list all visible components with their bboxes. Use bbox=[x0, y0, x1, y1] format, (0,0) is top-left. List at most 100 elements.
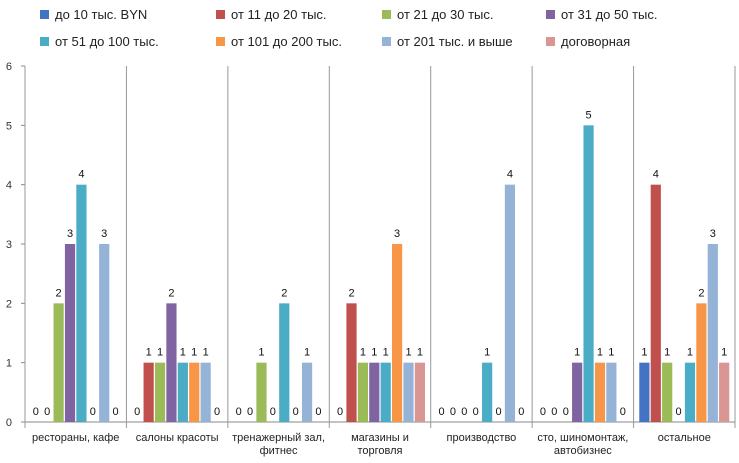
legend-entry: от 11 до 20 тыс. bbox=[216, 7, 327, 22]
legend-entry: договорная bbox=[546, 34, 630, 49]
data-label: 1 bbox=[360, 347, 366, 359]
bar bbox=[369, 362, 380, 422]
legend-label: от 201 тыс. и выше bbox=[397, 34, 513, 49]
data-label: 0 bbox=[563, 406, 569, 418]
data-label: 0 bbox=[438, 406, 444, 418]
data-label: 0 bbox=[450, 406, 456, 418]
bar bbox=[583, 125, 594, 422]
legend-entry: от 21 до 30 тыс. bbox=[382, 7, 494, 22]
data-label: 1 bbox=[484, 347, 490, 359]
data-label: 3 bbox=[710, 228, 716, 240]
bar bbox=[392, 244, 403, 422]
bar bbox=[662, 362, 673, 422]
bar bbox=[606, 362, 617, 422]
legend-entry: до 10 тыс. BYN bbox=[40, 7, 147, 22]
data-label: 1 bbox=[417, 347, 423, 359]
data-label: 4 bbox=[78, 169, 84, 181]
data-label: 1 bbox=[687, 347, 693, 359]
data-label: 2 bbox=[348, 287, 354, 299]
legend: до 10 тыс. BYN от 11 до 20 тыс. от 21 до 3… bbox=[40, 7, 658, 49]
bar bbox=[301, 362, 313, 422]
x-tick-label: магазины и bbox=[351, 432, 409, 444]
bar bbox=[200, 362, 211, 422]
data-label: 1 bbox=[157, 347, 163, 359]
data-label: 0 bbox=[473, 406, 479, 418]
y-tick-label: 4 bbox=[6, 180, 12, 192]
data-label: 0 bbox=[676, 406, 682, 418]
x-tick-label: остальное bbox=[658, 432, 711, 444]
data-label: 1 bbox=[180, 347, 186, 359]
data-label: 4 bbox=[653, 169, 659, 181]
x-tick-label: фитнес bbox=[260, 445, 298, 457]
data-label: 0 bbox=[44, 406, 50, 418]
data-label: 1 bbox=[641, 347, 647, 359]
bar bbox=[346, 303, 357, 422]
bar bbox=[572, 362, 583, 422]
data-label: 0 bbox=[518, 406, 524, 418]
bar bbox=[279, 303, 290, 422]
data-label: 5 bbox=[585, 109, 591, 121]
x-tick-label: салоны красоты bbox=[136, 432, 219, 444]
data-label: 2 bbox=[281, 287, 287, 299]
legend-entry: от 31 до 50 тыс. bbox=[546, 7, 658, 22]
data-label: 1 bbox=[203, 347, 209, 359]
bar bbox=[189, 362, 200, 422]
x-tick-label: сто, шиномонтаж, bbox=[537, 432, 628, 444]
bar bbox=[684, 362, 696, 422]
bars bbox=[53, 125, 730, 422]
data-label: 0 bbox=[247, 406, 253, 418]
legend-label: от 21 до 30 тыс. bbox=[397, 7, 494, 22]
data-label: 4 bbox=[507, 169, 513, 181]
y-tick-label: 0 bbox=[6, 417, 12, 429]
legend-swatch bbox=[546, 37, 555, 46]
bar bbox=[143, 362, 154, 422]
data-label: 0 bbox=[90, 406, 96, 418]
bar bbox=[504, 184, 516, 422]
data-label: 0 bbox=[134, 406, 140, 418]
data-label: 2 bbox=[168, 287, 174, 299]
data-label: 1 bbox=[304, 347, 310, 359]
legend-entry: от 101 до 200 тыс. bbox=[216, 34, 342, 49]
data-label: 0 bbox=[33, 406, 39, 418]
data-label: 0 bbox=[270, 406, 276, 418]
data-label: 0 bbox=[495, 406, 501, 418]
data-label: 1 bbox=[146, 347, 152, 359]
data-label: 2 bbox=[698, 287, 704, 299]
bar bbox=[357, 362, 368, 422]
legend-swatch bbox=[382, 10, 391, 19]
legend-label: от 101 до 200 тыс. bbox=[231, 34, 342, 49]
data-label: 0 bbox=[236, 406, 242, 418]
bar bbox=[482, 362, 493, 422]
data-label: 3 bbox=[67, 228, 73, 240]
data-label: 1 bbox=[664, 347, 670, 359]
data-label: 0 bbox=[337, 406, 343, 418]
data-label: 0 bbox=[551, 406, 557, 418]
data-label: 3 bbox=[101, 228, 107, 240]
legend-swatch bbox=[40, 37, 49, 46]
bar bbox=[707, 244, 718, 422]
legend-label: договорная bbox=[561, 34, 630, 49]
data-label: 1 bbox=[191, 347, 197, 359]
legend-label: от 31 до 50 тыс. bbox=[561, 7, 658, 22]
y-tick-label: 3 bbox=[6, 239, 12, 251]
data-label: 1 bbox=[597, 347, 603, 359]
data-label: 0 bbox=[214, 406, 220, 418]
bar bbox=[594, 362, 606, 422]
y-tick-label: 1 bbox=[6, 358, 12, 370]
bar bbox=[166, 303, 177, 422]
x-tick-label: производство bbox=[447, 432, 517, 444]
bar bbox=[380, 362, 391, 422]
x-tick-label: автобизнес bbox=[554, 445, 612, 457]
bar bbox=[177, 362, 188, 422]
bar bbox=[719, 362, 730, 422]
legend-entry: от 51 до 100 тыс. bbox=[40, 34, 159, 49]
legend-swatch bbox=[216, 37, 225, 46]
data-label: 0 bbox=[113, 406, 119, 418]
data-label: 0 bbox=[461, 406, 467, 418]
y-tick-label: 6 bbox=[6, 61, 12, 73]
bar bbox=[403, 362, 414, 422]
y-tick-label: 2 bbox=[6, 298, 12, 310]
data-label: 0 bbox=[540, 406, 546, 418]
